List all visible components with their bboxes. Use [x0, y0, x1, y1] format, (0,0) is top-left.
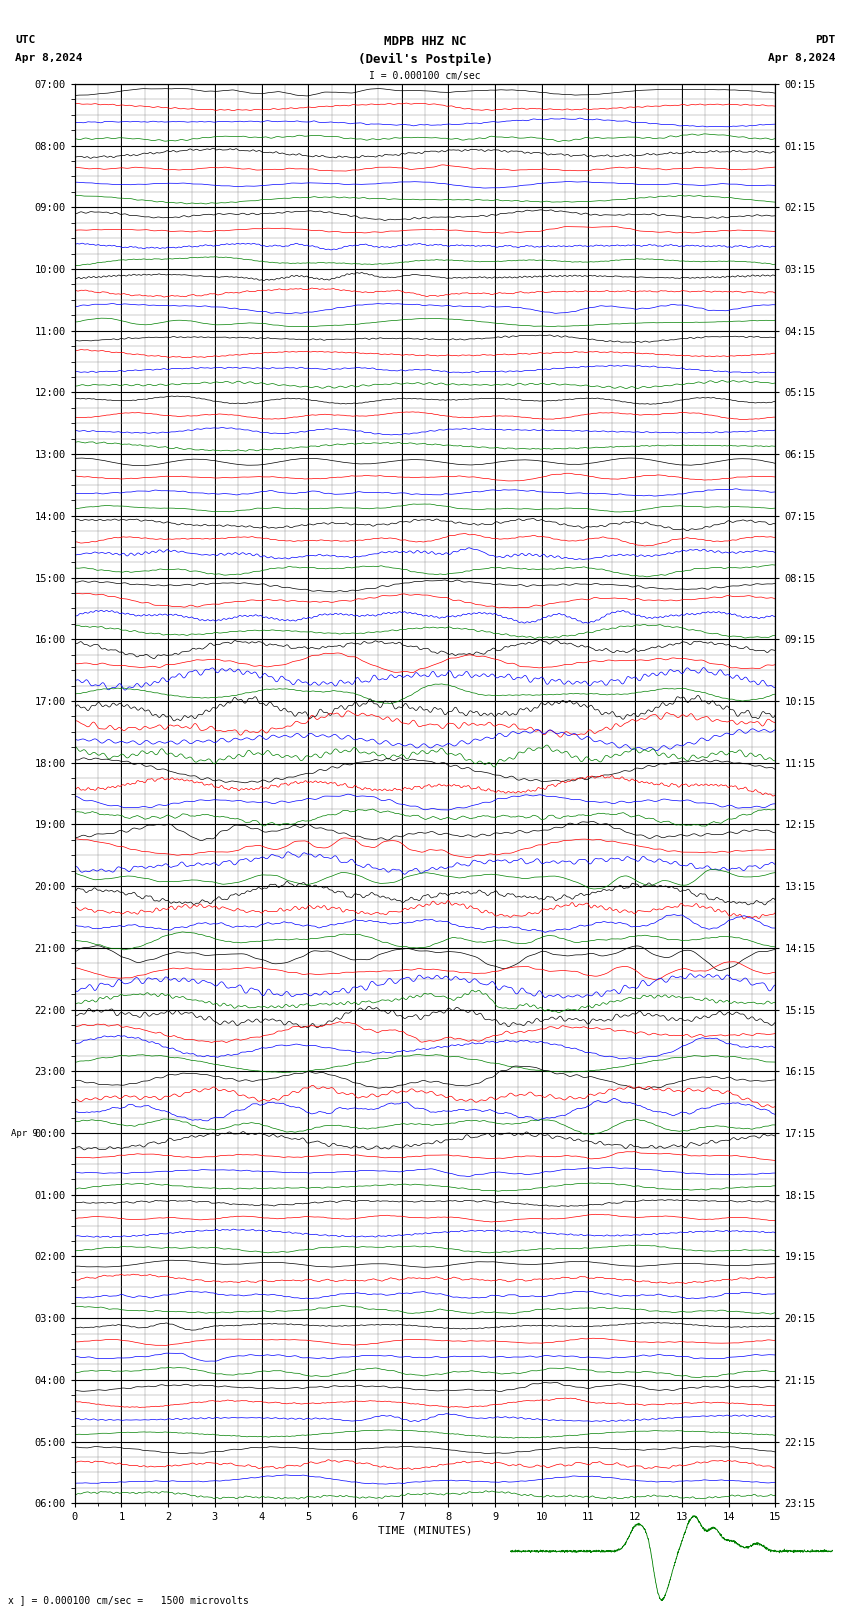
- X-axis label: TIME (MINUTES): TIME (MINUTES): [377, 1526, 473, 1536]
- Text: PDT: PDT: [815, 35, 835, 45]
- Text: Apr 9: Apr 9: [10, 1129, 37, 1137]
- Text: (Devil's Postpile): (Devil's Postpile): [358, 53, 492, 66]
- Text: UTC: UTC: [15, 35, 35, 45]
- Text: Apr 8,2024: Apr 8,2024: [15, 53, 82, 63]
- Text: x ] = 0.000100 cm/sec =   1500 microvolts: x ] = 0.000100 cm/sec = 1500 microvolts: [8, 1595, 249, 1605]
- Text: I = 0.000100 cm/sec: I = 0.000100 cm/sec: [369, 71, 481, 81]
- Text: Apr 8,2024: Apr 8,2024: [768, 53, 835, 63]
- Text: MDPB HHZ NC: MDPB HHZ NC: [383, 35, 467, 48]
